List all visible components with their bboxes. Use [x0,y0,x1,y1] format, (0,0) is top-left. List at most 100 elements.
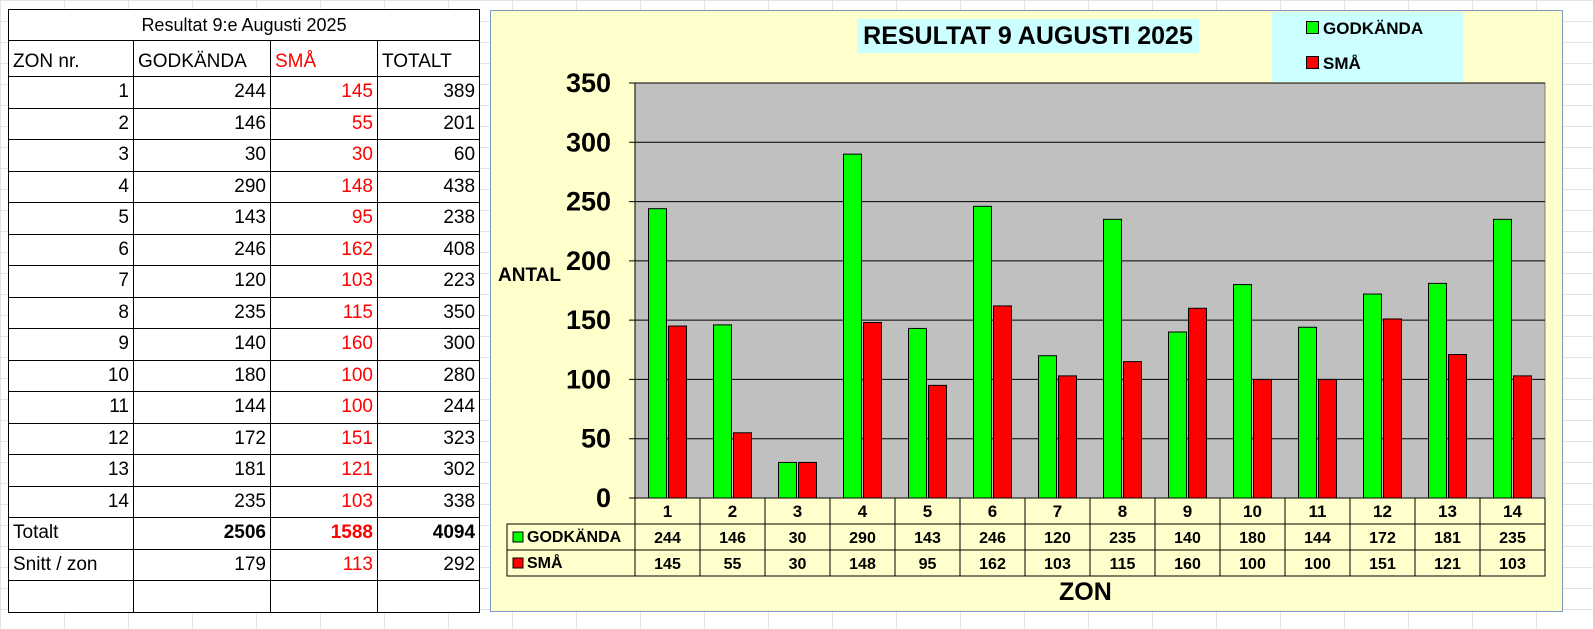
total-sum[interactable]: 4094 [376,517,481,550]
total-cell[interactable]: 350 [376,296,481,329]
small-cell[interactable]: 100 [270,391,378,424]
total-cell[interactable]: 438 [376,170,481,203]
small-cell[interactable]: 100 [270,359,378,392]
approved-cell[interactable]: 246 [133,233,271,266]
bar-small [1253,378,1272,499]
header-total[interactable]: TOTALT [376,40,481,77]
legend[interactable]: GODKÄNDA SMÅ [1272,12,1463,82]
header-approved[interactable]: GODKÄNDA [133,40,271,77]
approved-cell[interactable]: 244 [133,76,271,109]
bar-small [733,432,752,499]
legend-item-small: SMÅ [1306,54,1361,74]
data-label: 143 [914,530,941,547]
small-cell[interactable]: 145 [270,76,378,109]
approved-cell[interactable]: 120 [133,265,271,298]
total-cell[interactable]: 238 [376,202,481,235]
zone-cell[interactable]: 1 [8,76,134,109]
zone-cell[interactable]: 12 [8,422,134,455]
empty-cell[interactable] [376,580,481,613]
bar-approved [1363,293,1382,499]
total-cell[interactable]: 300 [376,328,481,361]
average-row: Snitt / zon 179 113 292 [8,548,481,581]
data-label: 55 [724,556,742,573]
approved-cell[interactable]: 235 [133,485,271,518]
header-small[interactable]: SMÅ [270,40,378,77]
bar-approved [713,324,732,499]
total-cell[interactable]: 338 [376,485,481,518]
zone-cell[interactable]: 4 [8,170,134,203]
data-label: 145 [654,556,681,573]
small-cell[interactable]: 115 [270,296,378,329]
total-label[interactable]: Totalt [8,517,134,550]
zone-cell[interactable]: 10 [8,359,134,392]
average-small[interactable]: 113 [270,548,378,581]
total-approved[interactable]: 2506 [133,517,271,550]
zone-cell[interactable]: 11 [8,391,134,424]
approved-cell[interactable]: 146 [133,107,271,140]
small-cell[interactable]: 121 [270,454,378,487]
small-cell[interactable]: 162 [270,233,378,266]
approved-cell[interactable]: 235 [133,296,271,329]
bar-approved [1168,331,1187,499]
data-label: 30 [789,556,807,573]
small-cell[interactable]: 103 [270,265,378,298]
x-tick-label: 5 [923,502,932,521]
zone-cell[interactable]: 9 [8,328,134,361]
total-cell[interactable]: 408 [376,233,481,266]
total-cell[interactable]: 60 [376,139,481,172]
total-cell[interactable]: 302 [376,454,481,487]
chart-area[interactable]: 0 50 100 150 200 250 300 350 1 2 3 4 5 6 7 8 9 10 11 12 13 14… [490,10,1563,612]
approved-cell[interactable]: 172 [133,422,271,455]
data-label: 103 [1499,556,1526,573]
y-tick-label: 0 [596,483,611,513]
total-cell[interactable]: 280 [376,359,481,392]
empty-cell[interactable] [270,580,378,613]
x-tick-label: 1 [663,502,672,521]
bar-small [798,461,817,499]
zone-cell[interactable]: 3 [8,139,134,172]
average-sum[interactable]: 292 [376,548,481,581]
total-cell[interactable]: 389 [376,76,481,109]
bar-small [1383,318,1402,499]
average-label[interactable]: Snitt / zon [8,548,134,581]
total-cell[interactable]: 244 [376,391,481,424]
data-label: 244 [654,530,681,547]
approved-cell[interactable]: 181 [133,454,271,487]
approved-cell[interactable]: 180 [133,359,271,392]
table-title[interactable]: Resultat 9:e Augusti 2025 [7,9,481,41]
approved-cell[interactable]: 140 [133,328,271,361]
bar-approved [778,461,797,499]
small-cell[interactable]: 55 [270,107,378,140]
small-cell[interactable]: 148 [270,170,378,203]
zone-cell[interactable]: 13 [8,454,134,487]
y-tick-label: 350 [566,68,611,98]
small-cell[interactable]: 151 [270,422,378,455]
approved-cell[interactable]: 30 [133,139,271,172]
zone-cell[interactable]: 14 [8,485,134,518]
table-row: 7 120 103 223 [8,265,481,298]
approved-cell[interactable]: 290 [133,170,271,203]
header-zone[interactable]: ZON nr. [8,40,134,77]
average-approved[interactable]: 179 [133,548,271,581]
total-cell[interactable]: 323 [376,422,481,455]
bar-approved [1428,282,1447,499]
table-row: 14 235 103 338 [8,485,481,518]
zone-cell[interactable]: 2 [8,107,134,140]
small-cell[interactable]: 95 [270,202,378,235]
total-cell[interactable]: 223 [376,265,481,298]
small-cell[interactable]: 160 [270,328,378,361]
table-row: 5 143 95 238 [8,202,481,235]
empty-cell[interactable] [133,580,271,613]
approved-cell[interactable]: 143 [133,202,271,235]
data-label: 148 [849,556,876,573]
zone-cell[interactable]: 6 [8,233,134,266]
total-cell[interactable]: 201 [376,107,481,140]
approved-cell[interactable]: 144 [133,391,271,424]
total-small[interactable]: 1588 [270,517,378,550]
small-cell[interactable]: 30 [270,139,378,172]
zone-cell[interactable]: 8 [8,296,134,329]
zone-cell[interactable]: 5 [8,202,134,235]
zone-cell[interactable]: 7 [8,265,134,298]
small-cell[interactable]: 103 [270,485,378,518]
empty-cell[interactable] [8,580,134,613]
